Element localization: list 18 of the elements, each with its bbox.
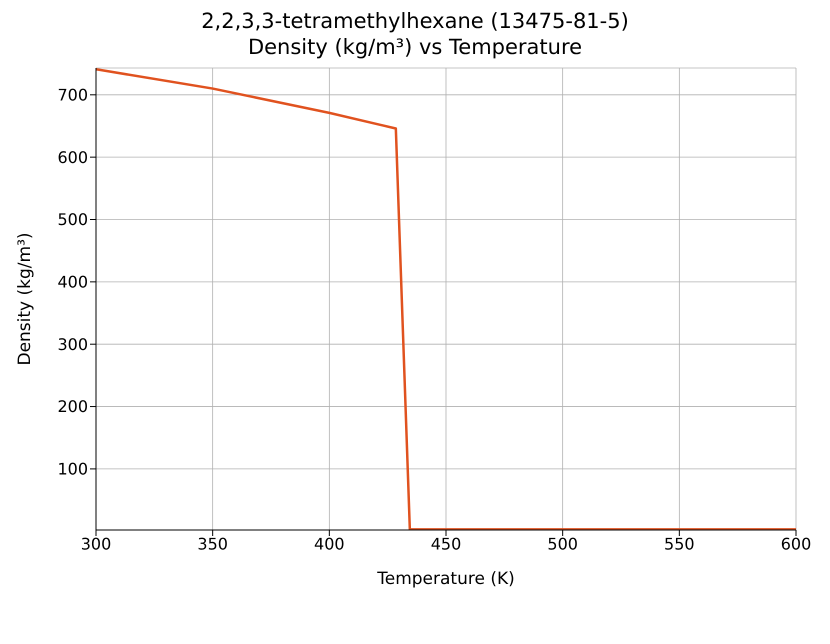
y-tick-label: 700 (57, 85, 88, 104)
y-tick-label: 500 (57, 210, 88, 230)
x-tick-label: 400 (314, 534, 345, 554)
y-tick-label: 300 (57, 334, 88, 354)
y-tick-label: 200 (57, 397, 88, 416)
x-tick-label: 500 (547, 534, 578, 554)
x-tick-label: 350 (197, 534, 228, 554)
x-tick-label: 600 (780, 534, 812, 554)
chart-title: 2,2,3,3-tetramethylhexane (13475-81-5) (200, 8, 630, 34)
chart-subtitle: Density (kg/m³) vs Temperature (246, 34, 584, 60)
x-axis-title: Temperature (K) (376, 569, 515, 589)
x-tick-label: 300 (80, 534, 112, 554)
y-tick-label: 100 (57, 460, 88, 479)
x-tick-label: 550 (664, 534, 695, 554)
y-axis-title: Density (kg/m³) (15, 232, 36, 366)
y-tick-label: 600 (57, 148, 88, 167)
x-tick-label: 450 (430, 534, 462, 554)
y-tick-label: 400 (57, 272, 88, 292)
